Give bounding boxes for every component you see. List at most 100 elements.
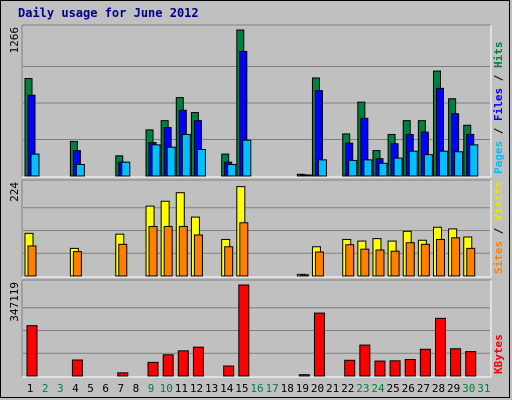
bar-kbytes-day-19 xyxy=(298,374,310,377)
x-tick-label: 20 xyxy=(311,382,324,395)
x-tick-label: 5 xyxy=(87,382,94,395)
bar-kbytes-day-7 xyxy=(117,372,129,377)
bar-pages-day-11 xyxy=(181,133,191,177)
bar-kbytes-day-29 xyxy=(450,348,462,377)
bar-kbytes-day-30 xyxy=(465,351,477,377)
x-tick-label: 22 xyxy=(341,382,354,395)
panel-3-ymax-label: 347119 xyxy=(8,282,21,322)
bar-pages-day-22 xyxy=(348,159,358,177)
legend-kbytes: KBytes xyxy=(492,334,505,374)
bar-pages-day-25 xyxy=(393,157,403,177)
legend-sites: Sites xyxy=(492,241,505,274)
x-tick-label: 19 xyxy=(296,382,309,395)
legend-separator: / xyxy=(492,221,505,241)
bar-kbytes-day-23 xyxy=(359,344,371,377)
legend-pages: Pages xyxy=(492,141,505,174)
bar-pages-day-12 xyxy=(196,148,206,177)
x-tick-label: 21 xyxy=(326,382,339,395)
bar-kbytes-day-15 xyxy=(238,284,250,377)
bar-sites-day-26 xyxy=(405,242,415,277)
x-tick-label: 13 xyxy=(205,382,218,395)
bar-sites-day-29 xyxy=(451,237,461,277)
bar-sites-day-1 xyxy=(27,245,37,277)
bar-sites-day-22 xyxy=(345,244,355,277)
bar-sites-day-12 xyxy=(193,234,203,277)
legend-separator: / xyxy=(492,68,505,88)
bar-sites-day-9 xyxy=(148,225,158,277)
bar-sites-day-28 xyxy=(435,238,445,277)
bar-sites-day-25 xyxy=(390,250,400,277)
panel-3-legend: KBytes xyxy=(492,334,505,374)
bar-kbytes-day-24 xyxy=(374,360,386,377)
bar-pages-day-19 xyxy=(302,174,312,177)
bar-kbytes-day-27 xyxy=(419,348,431,377)
bar-kbytes-day-11 xyxy=(177,350,189,377)
bar-pages-day-15 xyxy=(242,139,252,177)
bar-kbytes-day-10 xyxy=(162,354,174,377)
bar-kbytes-day-12 xyxy=(192,346,204,377)
bar-sites-day-20 xyxy=(314,251,324,277)
x-tick-label: 27 xyxy=(417,382,430,395)
bar-sites-day-30 xyxy=(466,247,476,277)
x-tick-label: 29 xyxy=(447,382,460,395)
bar-pages-day-27 xyxy=(423,154,433,177)
bar-kbytes-day-20 xyxy=(313,312,325,377)
x-tick-label: 7 xyxy=(118,382,125,395)
panel-2-ymax-label: 224 xyxy=(8,182,21,202)
bar-kbytes-day-26 xyxy=(404,358,416,377)
x-tick-label: 14 xyxy=(220,382,234,395)
bar-sites-day-24 xyxy=(375,249,385,277)
x-tick-label: 9 xyxy=(148,382,155,395)
x-tick-label: 12 xyxy=(190,382,203,395)
x-tick-label: 16 xyxy=(250,382,263,395)
x-tick-label: 11 xyxy=(175,382,188,395)
legend-separator: / xyxy=(492,121,505,141)
legend-visits: Visits xyxy=(492,181,505,221)
x-tick-label: 23 xyxy=(356,382,369,395)
bar-pages-day-20 xyxy=(317,159,327,177)
panel-1-ymax-label: 1266 xyxy=(8,27,21,54)
chart-title: Daily usage for June 2012 xyxy=(18,6,199,20)
x-tick-label: 30 xyxy=(462,382,475,395)
bar-pages-day-14 xyxy=(227,163,237,177)
bar-pages-day-28 xyxy=(438,150,448,177)
bar-kbytes-day-9 xyxy=(147,361,159,377)
bar-kbytes-day-22 xyxy=(344,359,356,377)
x-tick-label: 26 xyxy=(402,382,415,395)
bar-kbytes-day-14 xyxy=(223,365,235,377)
bar-sites-day-15 xyxy=(239,222,249,277)
x-tick-label: 8 xyxy=(133,382,140,395)
bar-sites-day-4 xyxy=(72,251,82,277)
bar-kbytes-day-25 xyxy=(389,360,401,377)
bar-pages-day-30 xyxy=(469,144,479,177)
bar-pages-day-29 xyxy=(454,151,464,177)
x-tick-label: 17 xyxy=(266,382,279,395)
bar-pages-day-26 xyxy=(408,150,418,177)
bar-sites-day-14 xyxy=(224,246,234,277)
bar-sites-day-23 xyxy=(360,248,370,277)
bar-kbytes-day-1 xyxy=(26,325,38,377)
x-tick-label: 2 xyxy=(42,382,49,395)
bar-sites-day-27 xyxy=(420,243,430,277)
legend-hits: Hits xyxy=(492,42,505,69)
bar-sites-day-10 xyxy=(163,225,173,277)
x-tick-label: 4 xyxy=(72,382,79,395)
x-tick-label: 25 xyxy=(387,382,400,395)
bar-sites-day-7 xyxy=(118,243,128,277)
x-tick-label: 6 xyxy=(102,382,109,395)
x-tick-label: 15 xyxy=(235,382,248,395)
bar-kbytes-day-28 xyxy=(434,317,446,377)
legend-files: Files xyxy=(492,88,505,121)
bar-pages-day-9 xyxy=(151,144,161,177)
bar-sites-day-19 xyxy=(299,274,309,277)
bar-pages-day-1 xyxy=(30,153,40,177)
bar-sites-day-11 xyxy=(178,225,188,277)
bar-pages-day-4 xyxy=(75,163,85,177)
x-tick-label: 18 xyxy=(281,382,294,395)
x-tick-label: 10 xyxy=(160,382,173,395)
x-tick-label: 28 xyxy=(432,382,445,395)
x-tick-label: 1 xyxy=(27,382,34,395)
bar-kbytes-day-4 xyxy=(71,359,83,377)
